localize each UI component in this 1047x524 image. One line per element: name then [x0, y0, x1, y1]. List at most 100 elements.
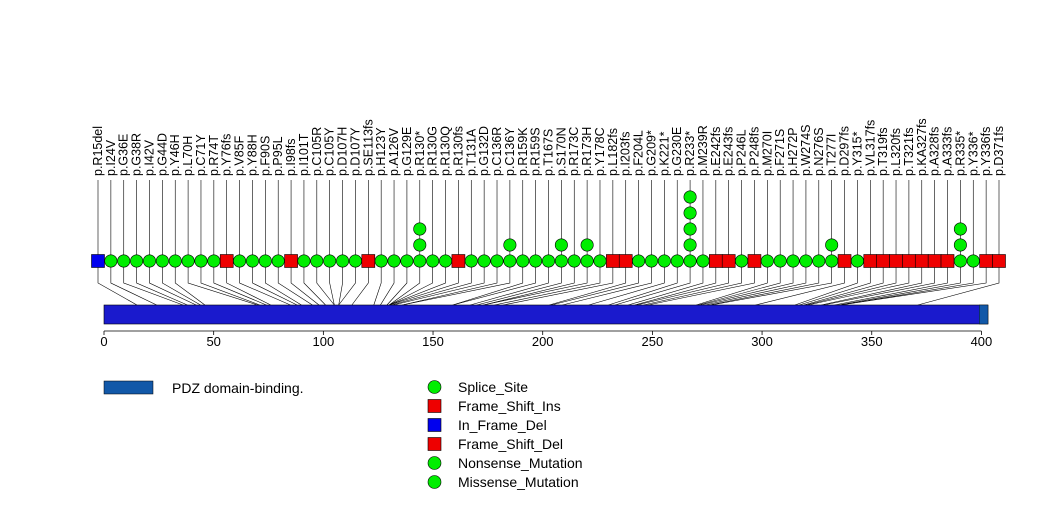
- mutation-label-20: p.D107Y: [348, 127, 362, 176]
- mutation-marker-67-2: [953, 222, 967, 236]
- connector-19: [338, 261, 343, 306]
- x-tick-label-0: 0: [100, 334, 107, 349]
- mutation-marker-62-0: [889, 254, 903, 268]
- connector-16: [303, 261, 326, 306]
- connector-18: [329, 261, 335, 306]
- mutation-marker-56-0: [812, 254, 826, 268]
- mutation-marker-64-0: [914, 254, 929, 268]
- mutation-label-56: p.N276S: [812, 127, 826, 176]
- mutation-marker-50-0: [735, 254, 749, 268]
- legend-label-1: Frame_Shift_Ins: [458, 398, 561, 414]
- mutation-marker-13-0: [258, 254, 272, 268]
- mutation-label-61: p.T319fs: [876, 127, 890, 176]
- legend-domain-label-0: PDZ domain-binding.: [172, 380, 304, 396]
- connector-24: [386, 261, 408, 306]
- mutation-label-50: p.P246L: [735, 129, 749, 176]
- connector-30: [393, 261, 485, 306]
- mutation-marker-32-0: [503, 254, 517, 268]
- legend-symbol-4: [427, 456, 442, 470]
- legend-label-5: Missense_Mutation: [458, 474, 579, 490]
- legend-symbol-1: [427, 399, 442, 413]
- mutation-label-52: p.M270I: [760, 131, 774, 176]
- mutation-label-11: p.V85F: [233, 135, 247, 176]
- mutation-label-37: p.R173C: [567, 127, 581, 176]
- mutation-label-7: p.L70H: [181, 136, 195, 176]
- mutation-marker-60-0: [863, 254, 878, 268]
- mutation-label-21: p.SE113fs: [361, 119, 375, 176]
- x-tick-label-100: 100: [313, 334, 335, 349]
- mutation-marker-66-0: [940, 254, 955, 268]
- mutation-marker-37-0: [567, 254, 581, 268]
- mutation-marker-31-0: [490, 254, 504, 268]
- legend-symbol-0: [427, 380, 442, 394]
- mutation-label-49: p.E243fs: [722, 127, 736, 176]
- mutation-label-22: p.H123Y: [374, 127, 388, 176]
- mutation-marker-59-0: [850, 254, 864, 268]
- connector-47: [628, 261, 704, 306]
- mutation-marker-67-0: [953, 254, 967, 268]
- connector-lines: [97, 261, 1000, 306]
- mutation-marker-38-0: [580, 254, 594, 268]
- connector-45: [608, 261, 678, 306]
- mutation-label-2: p.G36E: [117, 134, 131, 176]
- x-tick-label-50: 50: [206, 334, 220, 349]
- mutation-label-70: p.D371fs: [992, 126, 1006, 176]
- mutation-label-32: p.C136Y: [503, 127, 517, 176]
- mutation-marker-39-0: [593, 254, 607, 268]
- mutation-marker-24-0: [400, 254, 414, 268]
- mutation-label-67: p.R335*: [953, 131, 967, 176]
- mutation-marker-20-0: [348, 254, 362, 268]
- mutation-label-12: p.Y88H: [245, 134, 259, 176]
- mutation-label-55: p.W274S: [799, 125, 813, 176]
- connector-10: [226, 261, 271, 306]
- mutation-label-44: p.K221*: [657, 131, 671, 176]
- mutation-label-59: p.Y315*: [850, 131, 864, 176]
- mutation-marker-26-0: [426, 254, 440, 268]
- connector-61: [803, 261, 884, 306]
- mutation-marker-23-0: [387, 254, 401, 268]
- mutation-label-54: p.H272P: [786, 127, 800, 176]
- mutation-marker-36-1: [554, 238, 568, 252]
- legend-label-4: Nonsense_Mutation: [458, 455, 583, 471]
- mutation-marker-16-0: [297, 254, 311, 268]
- connector-17: [316, 261, 335, 306]
- mutation-label-3: p.G38R: [130, 133, 144, 176]
- connector-67: [838, 261, 961, 306]
- connector-63: [808, 261, 910, 306]
- mutation-label-8: p.C71Y: [194, 134, 208, 176]
- mutation-label-43: p.G209*: [644, 130, 658, 176]
- connector-49: [636, 261, 730, 306]
- connector-26: [389, 261, 433, 306]
- connector-2: [123, 261, 184, 306]
- mutation-marker-65-0: [927, 254, 942, 268]
- mutation-label-34: p.R159S: [529, 127, 543, 176]
- mutation-marker-43-0: [644, 254, 658, 268]
- mutation-marker-57-1: [825, 238, 839, 252]
- connector-40: [503, 261, 614, 306]
- mutation-marker-9-0: [207, 254, 221, 268]
- connector-48: [634, 261, 717, 306]
- mutation-stems: [97, 180, 1000, 261]
- mutation-marker-68-0: [966, 254, 980, 268]
- connector-27: [389, 261, 446, 306]
- mutation-marker-15-0: [284, 254, 298, 268]
- x-tick-label-250: 250: [642, 334, 664, 349]
- mutation-marker-12-0: [245, 254, 259, 268]
- mutation-marker-54-0: [786, 254, 800, 268]
- connector-13: [265, 261, 302, 306]
- mutation-label-24: p.G129E: [400, 127, 414, 176]
- mutation-marker-44-0: [657, 254, 671, 268]
- mutation-label-19: p.D107H: [336, 127, 350, 176]
- mutation-label-68: p.Y336*: [966, 131, 980, 176]
- mutation-label-0: p.R15del: [91, 126, 105, 176]
- x-tick-label-200: 200: [532, 334, 554, 349]
- connector-50: [643, 261, 742, 306]
- connector-15: [290, 261, 320, 306]
- mutation-label-60: p.VL317fs: [863, 120, 877, 176]
- mutation-marker-7-0: [181, 254, 195, 268]
- mutation-label-35: p.T167S: [542, 129, 556, 176]
- connector-6: [174, 261, 206, 306]
- legend-symbol-2: [427, 418, 442, 432]
- mutation-marker-29-0: [464, 254, 478, 268]
- connector-65: [823, 261, 935, 306]
